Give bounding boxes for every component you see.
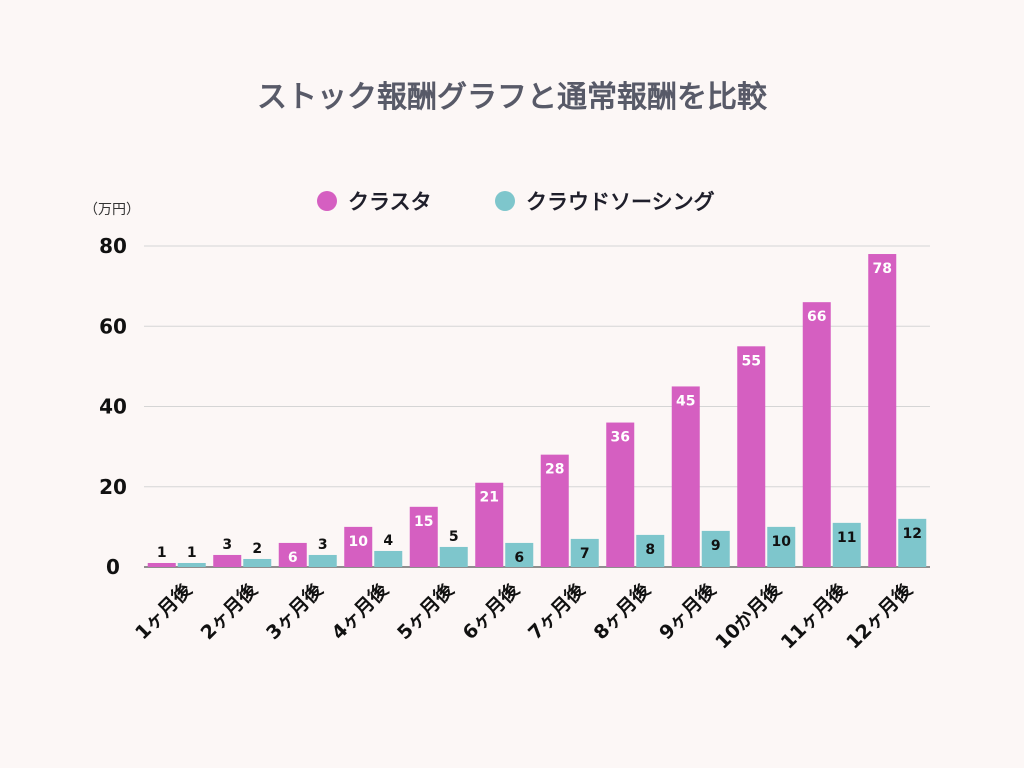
x-tick-label: 2ヶ月後 [196,578,263,645]
y-tick-label: 20 [99,475,127,499]
data-label: 28 [545,462,564,478]
x-tick-label: 5ヶ月後 [392,578,459,645]
bar-crowdsourcing [308,554,337,567]
legend: クラスタ クラウドソーシング [317,190,715,214]
bar-kurasuta [213,554,242,567]
legend-marker [317,191,337,211]
data-label: 6 [514,550,524,566]
data-label: 8 [645,542,655,558]
data-label: 36 [611,430,630,446]
bar-kurasuta [737,346,766,567]
data-label: 78 [873,261,892,277]
x-tick-label: 8ヶ月後 [589,578,656,645]
x-tick-label: 12ヶ月後 [842,578,918,654]
bar-kurasuta [475,482,504,567]
bar-crowdsourcing [570,538,599,567]
x-tick-label: 9ヶ月後 [654,578,721,645]
bar-crowdsourcing [701,530,730,567]
bar-crowdsourcing [636,534,665,567]
bar-kurasuta [540,454,569,567]
data-label: 12 [903,526,922,542]
bar-kurasuta [802,302,831,567]
bar-kurasuta [409,506,438,567]
x-axis-ticks: 1ヶ月後 2ヶ月後 3ヶ月後 4ヶ月後 5ヶ月後 6ヶ月後 7ヶ月後 8ヶ月後 9ヶ月後10か月… [130,578,917,654]
y-tick-label: 60 [99,314,127,338]
y-tick-label: 40 [99,395,127,419]
y-tick-label: 0 [106,555,120,579]
x-tick-label: 11ヶ月後 [776,578,852,654]
bar-kurasuta [671,386,700,567]
x-tick-label: 3ヶ月後 [261,578,328,645]
bar-crowdsourcing [243,558,272,567]
bar-kurasuta [868,254,897,567]
data-label: 9 [711,538,721,554]
data-label: 3 [318,537,328,553]
y-tick-label: 80 [99,234,127,258]
data-label: 10 [349,534,369,550]
bar-kurasuta [147,562,176,567]
bar-crowdsourcing [767,526,796,567]
y-axis-ticks: 0 20 40 60 80 [99,234,127,579]
bar-kurasuta [278,542,307,567]
data-label: 45 [676,393,695,409]
data-label: 5 [449,529,459,545]
y-axis-unit-label: （万円） [84,202,140,218]
bar-crowdsourcing [505,542,534,567]
x-tick-label: 4ヶ月後 [327,578,394,645]
x-tick-label: 10か月後 [711,578,787,654]
x-tick-label: 6ヶ月後 [458,578,525,645]
data-label: 1 [187,545,197,561]
x-tick-label: 1ヶ月後 [130,578,197,645]
bar-crowdsourcing [439,546,468,567]
x-tick-label: 7ヶ月後 [523,578,590,645]
bars [147,254,927,567]
data-label: 10 [772,534,792,550]
legend-label: クラスタ [348,190,432,214]
data-label: 6 [288,550,298,566]
data-label: 11 [837,530,856,546]
bar-kurasuta [606,422,635,567]
data-label: 4 [383,533,393,549]
bar-crowdsourcing [177,562,206,567]
bar-crowdsourcing [832,522,861,567]
data-label: 21 [480,490,499,506]
legend-marker [495,191,515,211]
chart-title: ストック報酬グラフと通常報酬を比較 [257,80,768,115]
data-label: 1 [157,545,167,561]
bar-crowdsourcing [374,550,403,567]
data-label: 15 [414,514,433,530]
bar-crowdsourcing [898,518,927,567]
gridlines [144,245,930,568]
data-label: 55 [742,353,761,369]
bar-kurasuta [344,526,373,567]
data-label: 3 [222,537,232,553]
data-label: 66 [807,309,826,325]
legend-label: クラウドソーシング [526,190,715,214]
data-label: 7 [580,546,590,562]
data-label: 2 [252,541,262,557]
